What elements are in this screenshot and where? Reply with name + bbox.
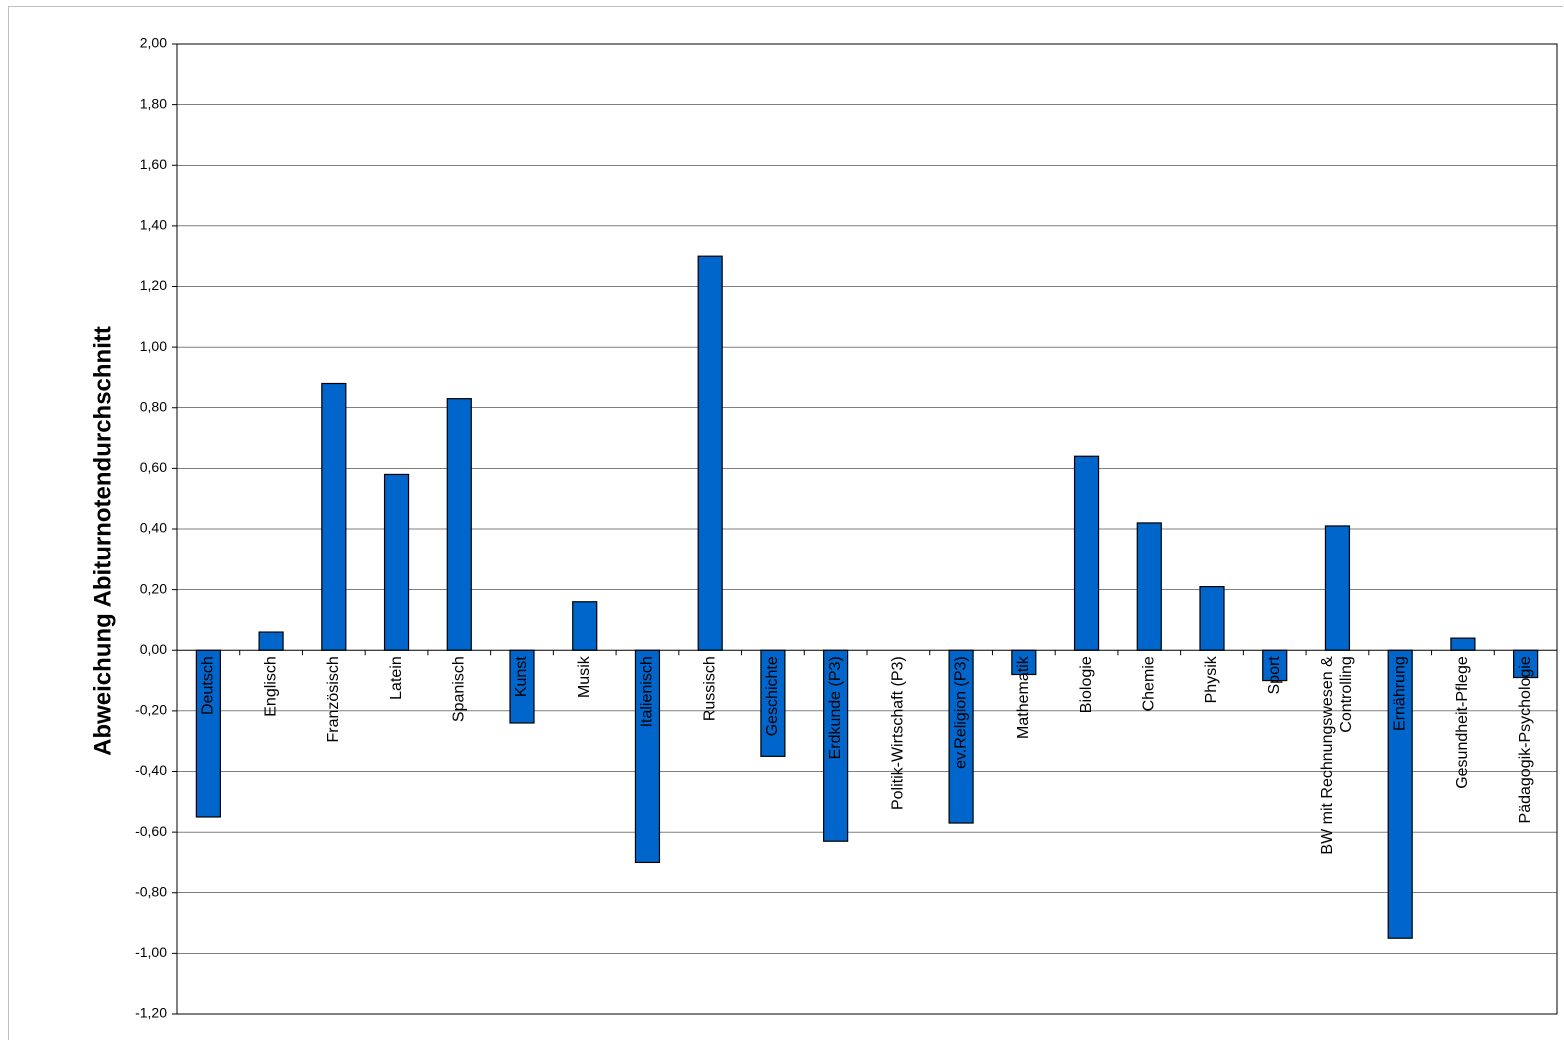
category-label: Deutsch [200,656,217,715]
y-tick-label: 0,20 [140,580,167,596]
category-label: Biologie [1078,656,1095,713]
bar [1199,585,1225,651]
y-axis-label: Abweichung Abiturnotendurchschnitt [89,326,116,756]
category-label: Sport [1266,656,1283,695]
bar [446,398,472,651]
category-label: Politik-Wirtschaft (P3) [890,656,907,810]
y-tick-labels: -1,20 -1,00 -0,80 -0,60 -0,40 -0,20 0,00 0,20 0,… [135,35,167,1021]
y-tick-label: 0,00 [140,641,167,657]
bar [383,473,410,651]
bar [1450,637,1476,651]
chart-frame [8,6,1563,1040]
bar [258,631,284,651]
category-label: Kunst [513,656,530,697]
y-tick-label: 1,00 [140,338,167,354]
plot-area-border [176,43,1558,1015]
category-label: Französisch [325,656,342,742]
bar [572,601,598,651]
axes [176,43,1558,1015]
y-tick-label: -0,40 [135,762,167,778]
category-label: Controlling [1338,656,1355,732]
category-label: BW mit Rechnungswesen & [1319,656,1336,855]
y-tick-label: 1,80 [140,95,167,111]
bar [1513,649,1539,679]
category-label: Musik [576,655,593,698]
y-tick-label: -0,20 [135,702,167,718]
bar [1324,525,1351,651]
y-tick-label: -1,20 [135,1005,167,1021]
bar [697,255,723,651]
category-label: Spanisch [450,656,467,722]
y-tick-label: 1,60 [140,156,167,172]
category-label: Ernährung [1391,656,1408,731]
category-label: Englisch [262,656,279,716]
bar [1011,649,1037,676]
bar [1136,522,1162,651]
y-tick-label: 1,20 [140,277,167,293]
y-tick-label: 0,80 [140,398,167,414]
category-label: Physik [1203,655,1220,703]
category-label: Chemie [1140,656,1157,711]
category-label: Russisch [701,656,718,721]
bar [948,649,974,824]
y-tick-label: 0,40 [140,520,167,536]
y-tick-label: 0,60 [140,459,167,475]
category-label: Mathematik [1015,655,1032,739]
y-tick-label: -1,00 [135,944,167,960]
y-tick-label: -0,60 [135,823,167,839]
category-label: Erdkunde (P3) [827,656,844,759]
bar [1073,455,1100,651]
y-tick-label: -0,80 [135,883,167,899]
category-label: Geschichte [764,656,781,736]
bars [195,255,1539,939]
bar [823,649,849,842]
y-tick-label: 1,40 [140,217,167,233]
y-tick-label: 2,00 [140,35,167,51]
bar [1262,649,1288,682]
category-label: Latein [388,656,405,700]
category-label: Italienisch [639,656,656,727]
category-label: Pädagogik-Psychologie [1517,656,1534,823]
category-label: ev.Religion (P3) [952,656,969,769]
bar [321,382,347,651]
category-label: Gesundheit-Pflege [1454,656,1471,789]
category-labels: Deutsch Englisch Französisch Latein Spanisch… [200,655,1534,854]
